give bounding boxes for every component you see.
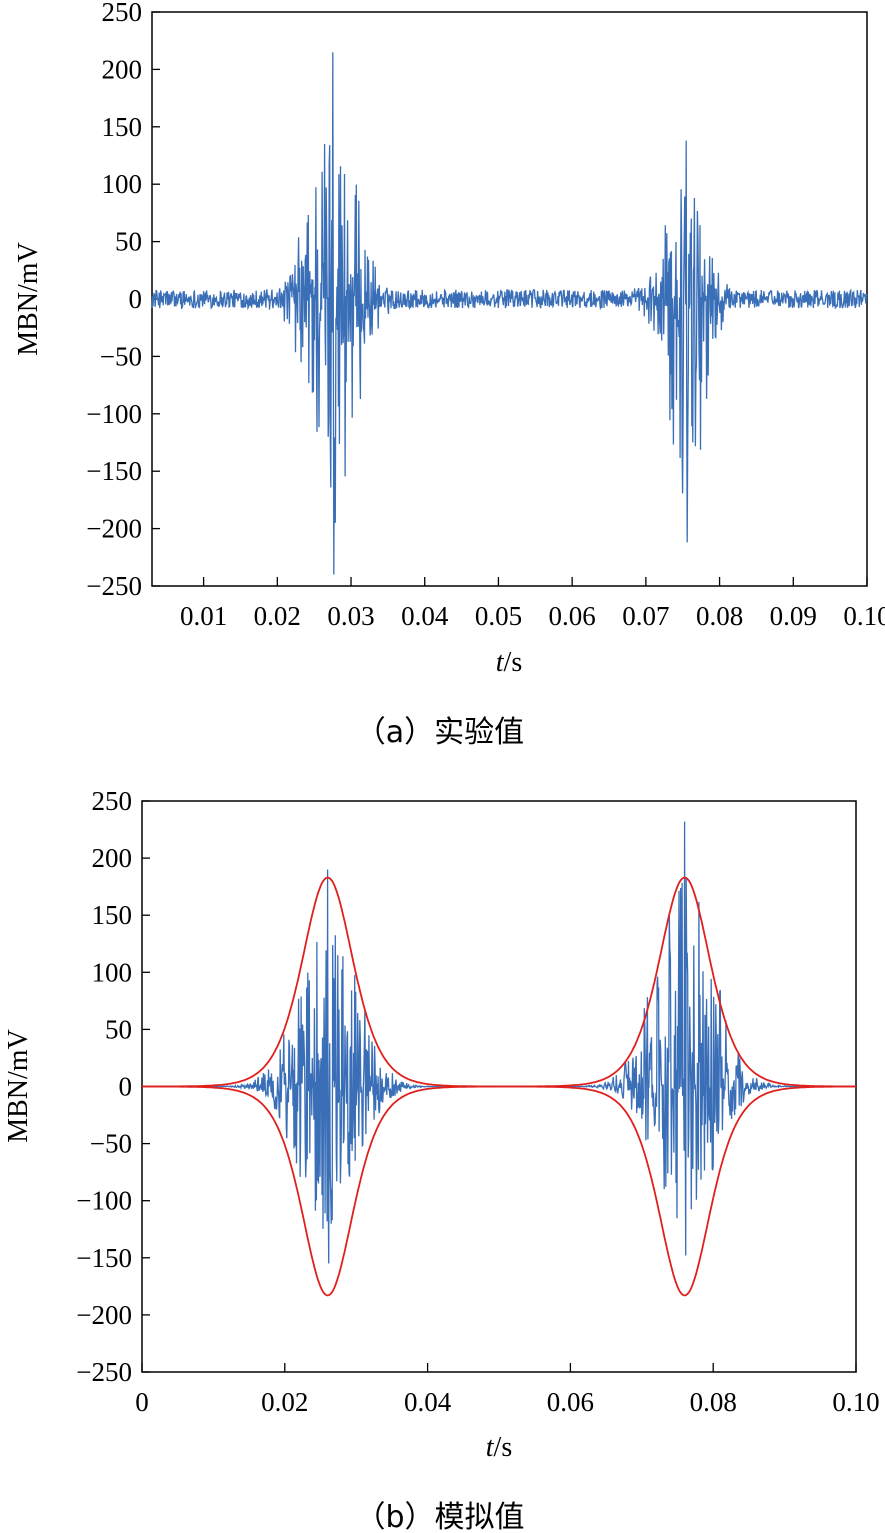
y-axis-b: 250 200 150 100 50 0 −50 −100 −150 −200 −250: [76, 786, 150, 1387]
y-tick-label: 50: [115, 227, 142, 257]
x-tick-label: 0.07: [622, 601, 669, 631]
y-tick-label: −150: [76, 1243, 132, 1273]
caption-a: （a）实验值: [356, 715, 524, 750]
x-tick-label: 0: [135, 1387, 149, 1417]
x-axis-label-a: t/s: [496, 647, 522, 678]
series-a: [151, 52, 868, 575]
x-tick-label: 0.09: [770, 601, 817, 631]
x-axis-b: 0 0.02 0.04 0.06 0.08 0.10: [135, 1363, 880, 1417]
y-tick-label: −100: [86, 399, 142, 429]
x-tick-label: 0.04: [401, 601, 449, 631]
y-tick-label: 150: [92, 900, 133, 930]
x-tick-label: 0.05: [475, 601, 522, 631]
y-axis-label-b: MBN/mV: [3, 1029, 34, 1143]
x-tick-label: 0.01: [180, 601, 227, 631]
series-b: [142, 821, 856, 1297]
y-tick-label: −100: [76, 1186, 132, 1216]
x-tick-label: 0.06: [547, 1387, 594, 1417]
envelope-lower-line: [142, 1085, 856, 1297]
x-tick-label: 0.02: [254, 601, 301, 631]
y-tick-label: −150: [86, 456, 142, 486]
y-tick-label: 0: [119, 1072, 133, 1102]
y-tick-label: 150: [102, 112, 143, 142]
x-tick-label: 0.04: [404, 1387, 452, 1417]
x-tick-label: 0.10: [832, 1387, 879, 1417]
envelope-upper-line: [142, 876, 856, 1088]
x-tick-label: 0.10: [843, 601, 885, 631]
signal-line: [151, 52, 868, 575]
x-tick-label: 0.06: [549, 601, 596, 631]
y-tick-label: −200: [76, 1300, 132, 1330]
y-axis-a: 250 200 150 100 50 0 −50 −100 −150 −200 −250: [86, 0, 160, 601]
y-tick-label: 0: [129, 284, 143, 314]
x-tick-label: 0.08: [696, 601, 743, 631]
y-tick-label: 100: [102, 169, 143, 199]
y-tick-label: −250: [86, 571, 142, 601]
x-tick-label: 0.03: [327, 601, 374, 631]
y-tick-label: 100: [92, 957, 133, 987]
y-tick-label: 200: [92, 843, 133, 873]
y-tick-label: 50: [105, 1014, 132, 1044]
y-tick-label: 200: [102, 54, 143, 84]
x-tick-label: 0.08: [690, 1387, 737, 1417]
x-axis-label-b: t/s: [486, 1432, 512, 1463]
y-axis-label-a: MBN/mV: [13, 242, 44, 356]
x-axis-a: 0.01 0.02 0.03 0.04 0.05 0.06 0.07 0.08 0.09 0.10: [180, 577, 885, 631]
y-tick-label: 250: [92, 786, 133, 816]
x-tick-label: 0.02: [261, 1387, 308, 1417]
y-tick-label: 250: [102, 0, 143, 27]
signal-line: [142, 821, 856, 1264]
y-tick-label: −50: [90, 1129, 132, 1159]
caption-b: （b）模拟值: [355, 1500, 524, 1533]
chart-b: 250 200 150 100 50 0 −50 −100 −150 −200 −250 0 0.02…: [3, 786, 880, 1533]
y-tick-label: −50: [100, 341, 142, 371]
y-tick-label: −200: [86, 514, 142, 544]
y-tick-label: −250: [76, 1357, 132, 1387]
